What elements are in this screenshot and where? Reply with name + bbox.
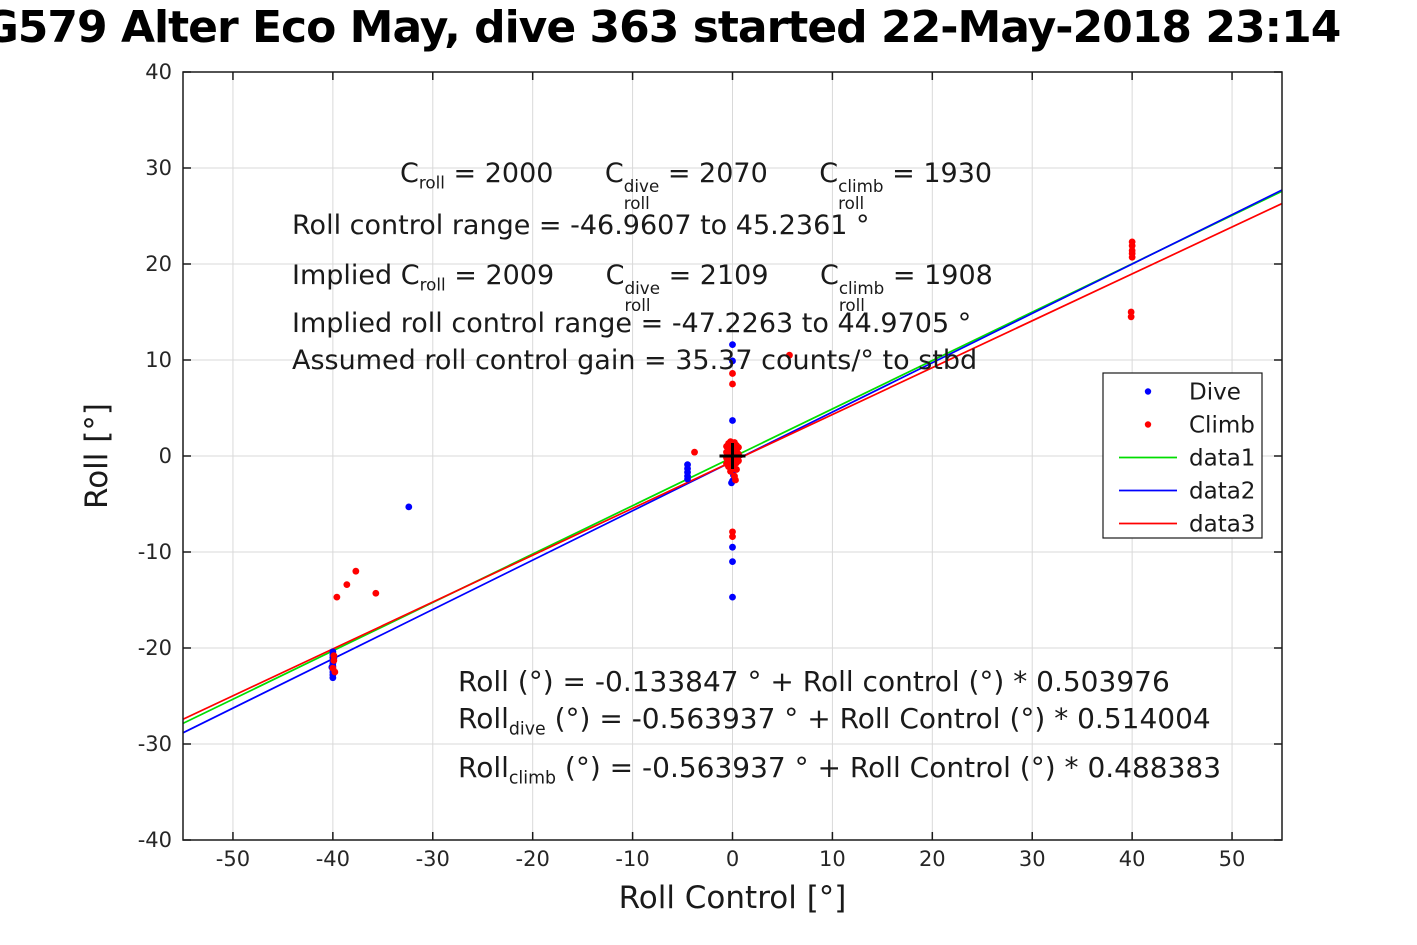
legend-label-data1: data1 [1189,446,1255,472]
y-tick-label: 40 [145,60,172,84]
climb-point [1127,308,1135,316]
x-tick-label: -40 [316,847,350,871]
climb-point [735,457,742,465]
climb-point [732,476,739,484]
chart-title: SG579 Alter Eco May, dive 363 started 22… [0,2,1341,53]
y-tick-label: -10 [138,540,172,564]
annotation-roll-control-range: Roll control range = -46.9607 to 45.2361… [292,210,870,241]
x-tick-label: 40 [1119,847,1146,871]
climb-point [352,567,360,575]
y-tick-label: -20 [138,636,172,660]
dive-point [729,341,736,349]
climb-point [786,351,793,359]
tick-labels: -50 -40 -30 -20 -10 0 10 20 30 40 50 -40 -30 -20 -10 0 1… [138,60,1246,871]
y-axis-label: Roll [°] [79,403,115,509]
climb-point [343,581,351,589]
legend-marker-climb [1144,421,1152,428]
legend-label-climb: Climb [1189,413,1255,439]
y-tick-label: -30 [138,732,172,756]
climb-point [1128,253,1136,261]
climb-point [733,466,740,473]
climb-point [691,448,698,456]
climb-point [729,533,736,541]
x-tick-label: -10 [615,847,649,871]
origin-plus-marker [719,443,746,469]
axes [182,71,1283,841]
dive-point [729,357,736,365]
legend-box [1102,372,1263,539]
x-tick-label: 30 [1019,847,1046,871]
legend-marker-dive [1144,388,1152,395]
legend-label-data2: data2 [1189,479,1255,505]
y-tick-label: 0 [159,444,172,468]
y-tick-label: 30 [145,156,172,180]
climb-point [729,528,736,536]
dive-point [729,543,736,551]
y-tick-label: 20 [145,252,172,276]
x-tick-label: 20 [919,847,946,871]
climb-point [331,668,339,676]
x-tick-label: -30 [416,847,450,871]
dive-point [329,674,337,682]
annotation-implied-roll-control-range: Implied roll control range = -47.2263 to… [292,308,972,339]
x-tick-label: 0 [726,847,739,871]
legend-label-data3: data3 [1189,512,1255,538]
dive-point [729,558,736,565]
x-tick-label: -50 [216,847,250,871]
x-tick-label: -20 [516,847,550,871]
x-tick-label: 50 [1219,847,1246,871]
climb-point [1128,242,1136,250]
annotation-fit-equation-all: Roll (°) = -0.133847 ° + Roll control (°… [458,665,1170,698]
climb-point [1127,313,1135,321]
climb-point [729,380,736,388]
legend-label-dive: Dive [1189,380,1241,406]
climb-point [729,370,736,377]
y-tick-label: -40 [138,828,172,852]
climb-point [735,443,742,451]
dive-point [405,503,413,511]
climb-point [372,589,380,597]
climb-point [330,652,338,660]
climb-point [330,657,338,664]
y-tick-label: 10 [145,348,172,372]
x-axis-label: Roll Control [°] [619,880,847,916]
x-tick-label: 10 [819,847,846,871]
climb-point [333,593,341,601]
dive-point [729,593,736,601]
annotation-assumed-roll-gain: Assumed roll control gain = 35.37 counts… [292,345,978,376]
dive-point [729,417,736,424]
legend: Dive Climb data1 data2 data3 [1102,372,1263,539]
annotation-fit-equation-climb: Rollclimb (°) = -0.563937 ° + Roll Contr… [458,751,1222,789]
annotation-fit-equation-dive: Rolldive (°) = -0.563937 ° + Roll Contro… [458,702,1211,740]
dive-point [684,475,691,483]
